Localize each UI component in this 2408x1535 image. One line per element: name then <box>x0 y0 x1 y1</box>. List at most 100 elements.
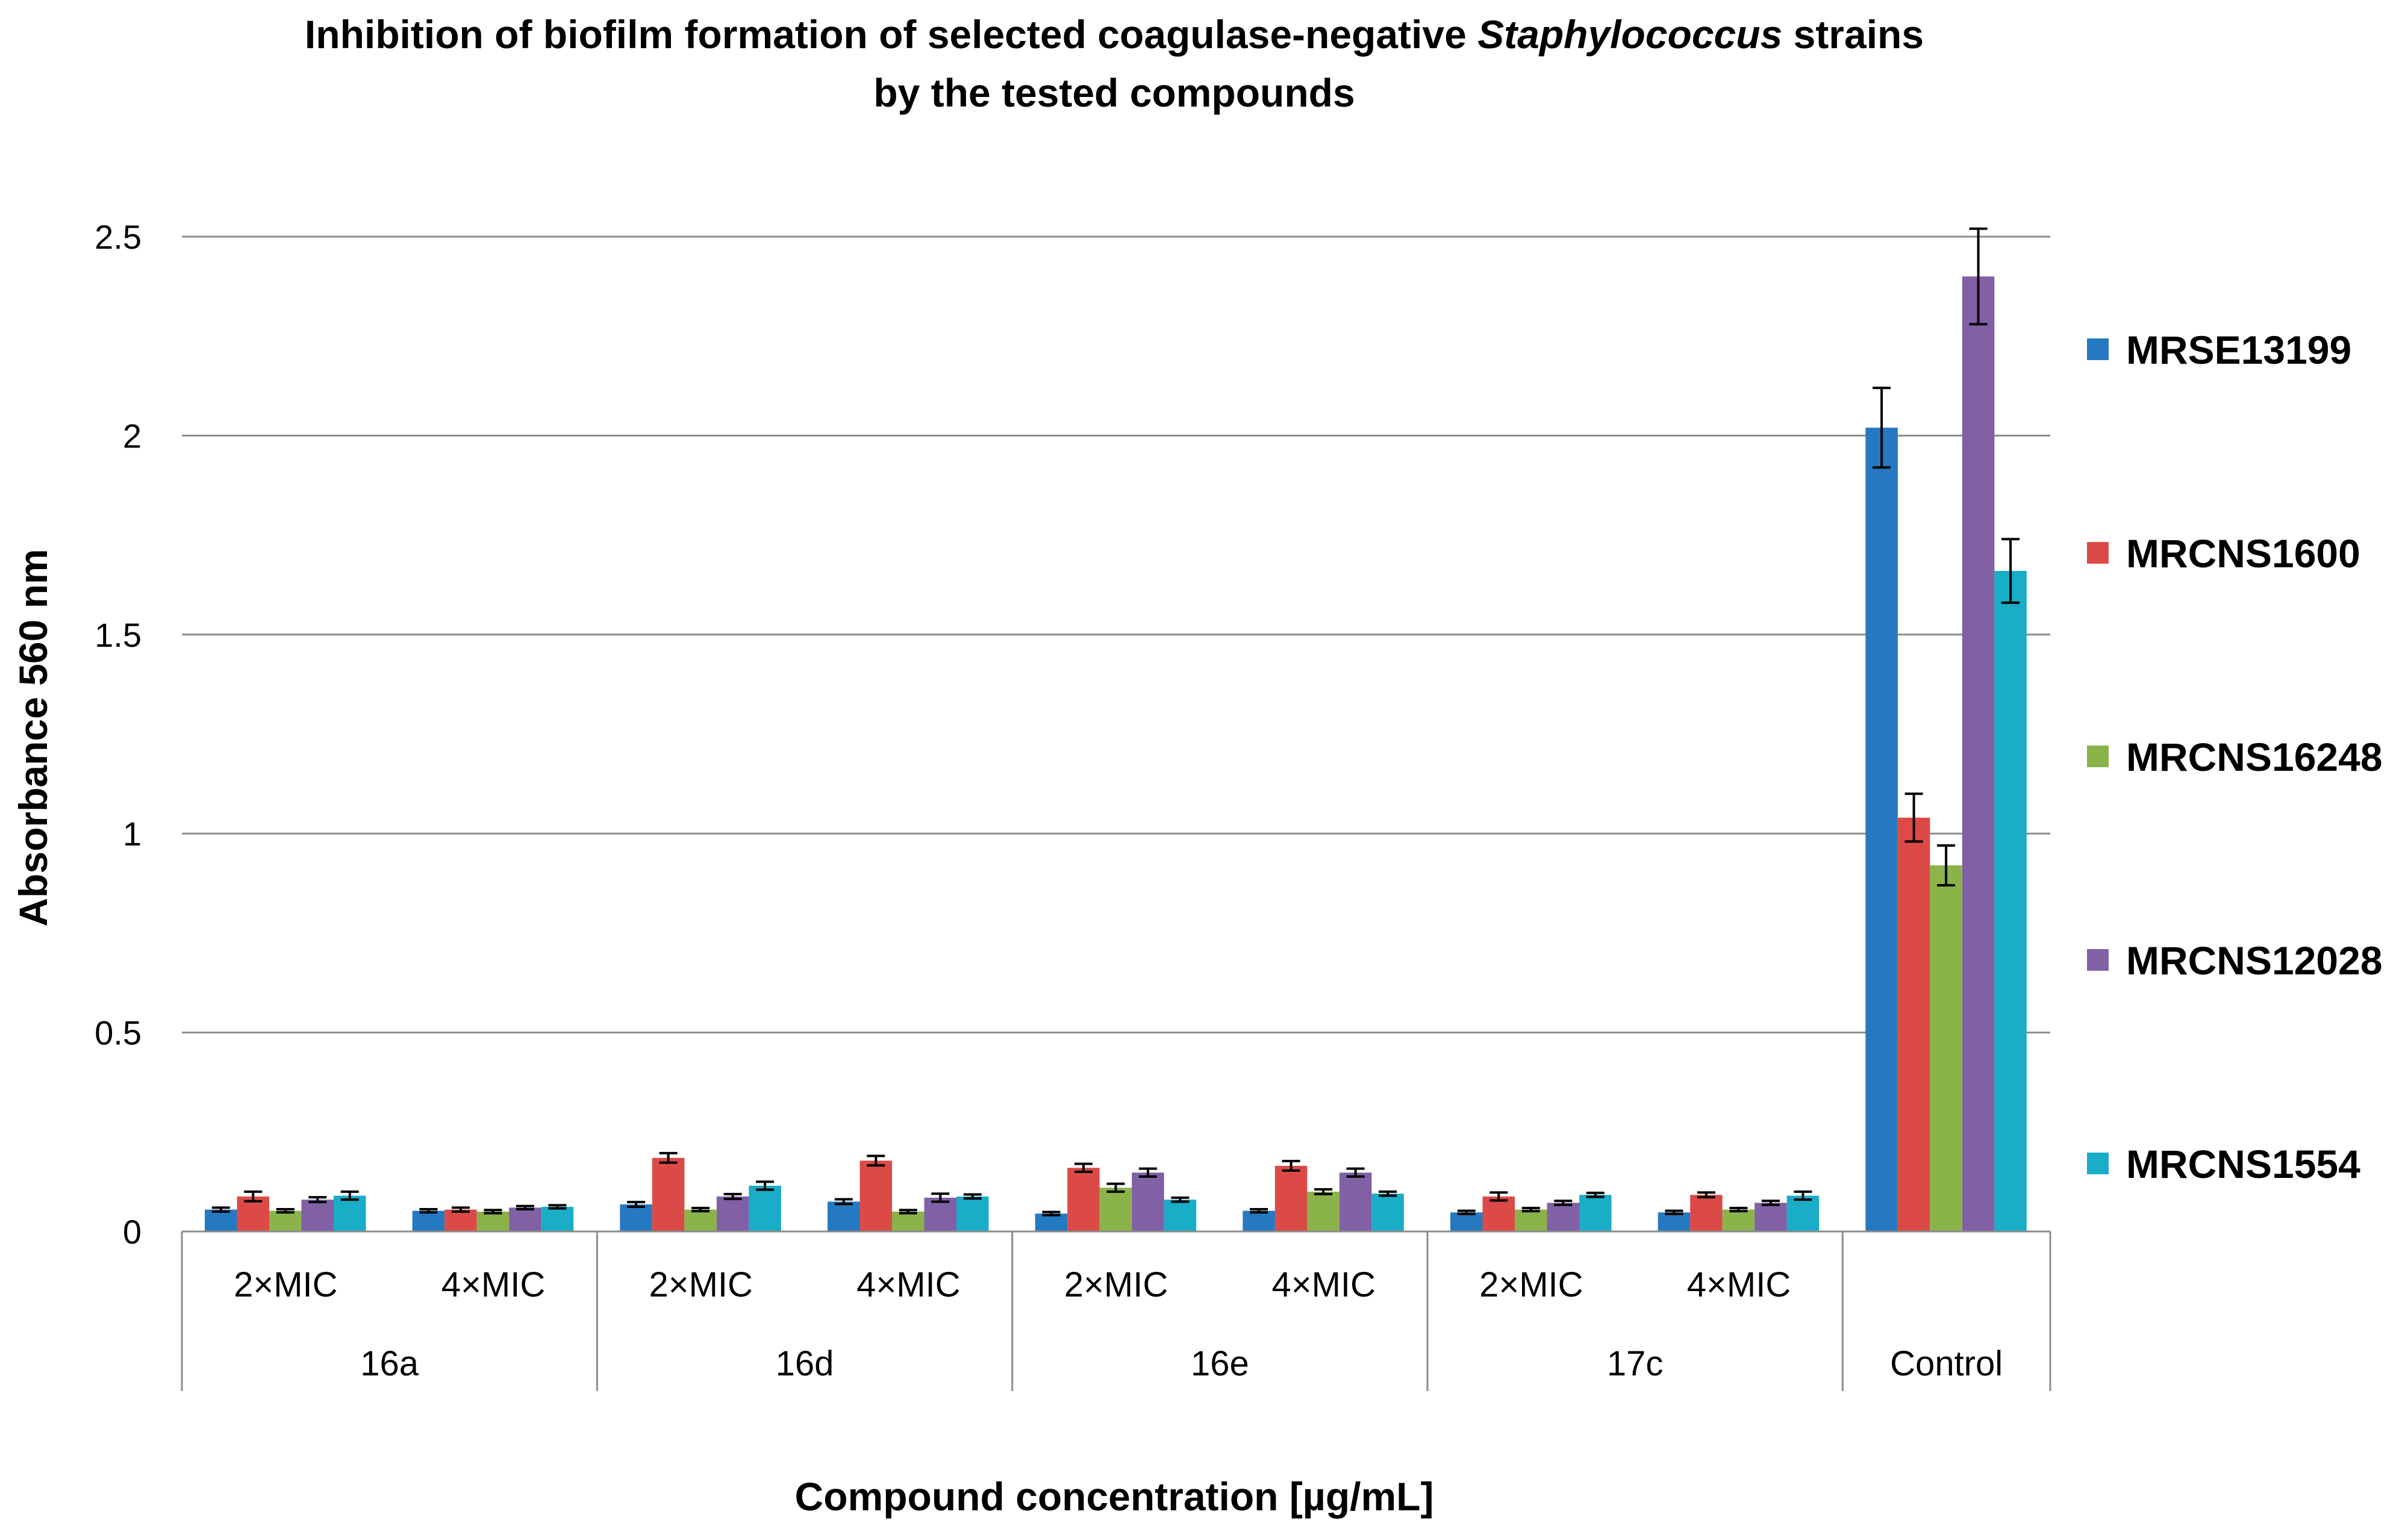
bar-mrse13199 <box>1658 1212 1691 1231</box>
legend-swatch <box>2087 542 2109 564</box>
bar-mrcns1554 <box>1786 1195 1820 1231</box>
bar-mrse13199 <box>412 1210 445 1231</box>
y-axis-title: Absorbance 560 nm <box>11 549 55 926</box>
error-bar <box>1873 387 1891 469</box>
error-bar <box>1729 1207 1748 1213</box>
bar-mrcns1554 <box>1164 1200 1197 1231</box>
bar-mrcns16248 <box>1930 865 1962 1231</box>
error-bar <box>1250 1207 1268 1214</box>
bar-mrse13199 <box>828 1201 860 1231</box>
legend-label: MRCNS1554 <box>2126 1142 2360 1186</box>
legend-swatch <box>2087 338 2109 360</box>
chart-title-line1: Inhibition of biofilm formation of selec… <box>305 12 1924 57</box>
error-bar <box>1457 1209 1476 1215</box>
error-bar <box>211 1206 230 1213</box>
legend-label: MRCNS1600 <box>2126 531 2360 576</box>
bar-mrcns16248 <box>476 1211 510 1231</box>
bars <box>205 276 2027 1232</box>
x-sub-category-label: 2×MIC <box>649 1265 752 1304</box>
x-sub-category-label: 4×MIC <box>1687 1265 1791 1304</box>
error-bar <box>1794 1190 1812 1201</box>
bar-mrcns16248 <box>1722 1209 1755 1231</box>
bar-mrcns16248 <box>892 1211 925 1231</box>
bar-mrcns1554 <box>749 1186 781 1231</box>
bar-mrcns1600 <box>1482 1196 1515 1231</box>
x-axis <box>181 1230 2051 1391</box>
bar-mrcns1554 <box>541 1207 574 1231</box>
bar-mrcns16248 <box>1099 1188 1132 1231</box>
bar-mrcns12028 <box>1962 276 1995 1232</box>
error-bar <box>627 1201 646 1209</box>
y-tick-label: 1 <box>123 815 142 853</box>
error-bar <box>1346 1167 1365 1178</box>
x-group-label: Control <box>1890 1344 2003 1383</box>
x-sub-category-label: 2×MIC <box>1479 1265 1583 1304</box>
legend-swatch <box>2087 746 2109 767</box>
error-bar <box>244 1190 263 1203</box>
error-bar <box>1171 1196 1190 1203</box>
error-bar <box>340 1190 359 1201</box>
error-bar <box>1586 1191 1605 1198</box>
bar-mrse13199 <box>1865 428 1898 1231</box>
error-bar <box>1489 1191 1508 1202</box>
legend-swatch <box>2087 949 2109 971</box>
legend-swatch <box>2087 1153 2109 1174</box>
bar-mrcns12028 <box>1339 1172 1372 1231</box>
bar-mrcns16248 <box>684 1209 717 1231</box>
bar-mrcns16248 <box>269 1210 302 1231</box>
bar-mrcns1554 <box>956 1196 989 1231</box>
error-bar <box>1042 1210 1061 1216</box>
error-bar <box>516 1204 534 1210</box>
bar-mrcns1600 <box>1897 817 1930 1231</box>
bar-mrse13199 <box>620 1204 652 1231</box>
error-bar <box>419 1207 438 1214</box>
x-sub-category-label: 2×MIC <box>1064 1265 1168 1304</box>
error-bar <box>2001 538 2020 604</box>
legend-label: MRCNS16248 <box>2126 735 2383 779</box>
error-bar <box>1106 1182 1125 1193</box>
error-bar <box>1969 227 1988 326</box>
y-axis-ticks: 0 0.5 1 1.5 2 2.5 <box>95 218 142 1251</box>
legend: MRSE13199 MRCNS1600 MRCNS16248 MRCNS12028 MR… <box>2087 328 2383 1186</box>
error-bar <box>1521 1207 1540 1213</box>
x-axis-title: Compound concentration [µg/mL] <box>795 1474 1434 1519</box>
error-bar <box>1904 792 1923 843</box>
error-bar <box>1074 1162 1093 1173</box>
error-bar <box>834 1198 853 1206</box>
error-bar <box>1554 1200 1573 1206</box>
bar-mrcns1554 <box>334 1195 366 1231</box>
bar-mrcns1600 <box>1690 1195 1723 1231</box>
y-tick-label: 2 <box>123 417 142 455</box>
error-bar <box>691 1207 710 1213</box>
error-bar <box>867 1154 885 1167</box>
y-tick-label: 0 <box>123 1213 142 1251</box>
error-bar <box>451 1206 470 1213</box>
bar-mrcns16248 <box>1515 1209 1547 1231</box>
error-bar <box>1937 844 1956 887</box>
bar-mrse13199 <box>1450 1212 1483 1231</box>
legend-label: MRSE13199 <box>2126 328 2351 372</box>
y-tick-label: 1.5 <box>95 616 142 654</box>
bar-mrcns12028 <box>509 1207 541 1231</box>
bar-mrse13199 <box>1243 1210 1275 1231</box>
chart-title-line2: by the tested compounds <box>873 70 1355 115</box>
bar-mrcns12028 <box>924 1197 956 1231</box>
error-bar <box>1138 1167 1157 1178</box>
bar-mrcns12028 <box>716 1196 749 1231</box>
error-bars <box>211 227 2020 1216</box>
error-bar <box>548 1204 567 1210</box>
x-sub-category-label: 2×MIC <box>234 1265 337 1304</box>
error-bar <box>1697 1191 1715 1199</box>
bar-mrcns1600 <box>1067 1168 1100 1231</box>
bar-mrcns1554 <box>1579 1195 1612 1231</box>
error-bar <box>899 1209 917 1215</box>
gridlines <box>182 235 2050 1233</box>
x-group-label: 17c <box>1607 1344 1664 1383</box>
error-bar <box>1282 1160 1300 1172</box>
error-bar <box>1379 1190 1397 1197</box>
error-bar <box>659 1151 678 1164</box>
bar-mrcns1600 <box>444 1209 477 1231</box>
error-bar <box>756 1180 775 1191</box>
y-tick-label: 2.5 <box>95 218 142 256</box>
